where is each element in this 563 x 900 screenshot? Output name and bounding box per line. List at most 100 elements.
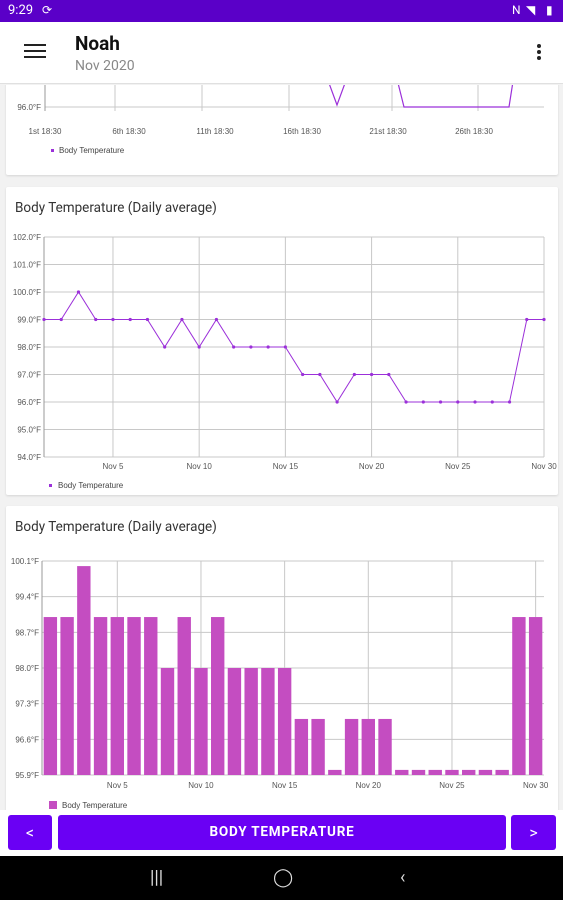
data-point: [283, 345, 287, 349]
battery-icon: ▮: [546, 3, 553, 17]
bar: [194, 668, 208, 775]
legend-label: Body Temperature: [58, 481, 124, 490]
bar: [328, 769, 342, 775]
x-tick-label: Nov 10: [188, 781, 214, 790]
chart-card-daily-line: Body Temperature (Daily average) 102.0°F…: [6, 187, 558, 495]
x-tick-label: Nov 30: [531, 462, 557, 471]
bar: [344, 718, 359, 775]
daily-average-line-chart: 102.0°F 101.0°F 100.0°F 99.0°F 98.0°F 97.0°F 9…: [13, 233, 557, 490]
raw-temperature-chart: 96.0°F 1st 18:30 6th 18:30 11th 18:30 16th 1…: [17, 85, 544, 155]
data-point: [490, 400, 494, 404]
x-tick-label: Nov 15: [273, 462, 299, 471]
data-point: [438, 400, 443, 404]
bar: [227, 668, 242, 775]
measurement-type-button[interactable]: BODY TEMPERATURE: [58, 815, 506, 850]
y-tick-label: 100.0°F: [13, 288, 41, 297]
bar: [244, 668, 258, 775]
data-point: [145, 317, 150, 322]
bar: [361, 718, 375, 775]
next-button[interactable]: >: [511, 815, 556, 850]
status-time: 9:29: [8, 3, 34, 18]
bar: [144, 617, 158, 775]
data-point: [266, 345, 270, 349]
data-point: [542, 317, 546, 322]
data-point: [301, 372, 305, 377]
bar: [177, 617, 191, 775]
legend-swatch: [49, 801, 57, 809]
data-point: [421, 400, 425, 404]
x-tick-label: 6th 18:30: [112, 127, 146, 136]
y-tick-label: 94.0°F: [17, 453, 41, 462]
x-tick-label: Nov 10: [186, 462, 212, 471]
data-point: [525, 317, 529, 322]
x-tick-label: Nov 20: [356, 781, 382, 790]
data-point: [76, 290, 81, 294]
home-icon[interactable]: ◯: [273, 867, 294, 888]
data-point: [507, 400, 512, 404]
chart-scroll-area[interactable]: 96.0°F 1st 18:30 6th 18:30 11th 18:30 16th 1…: [0, 85, 563, 810]
bar-chart-title: Body Temperature (Daily average): [15, 519, 217, 535]
data-point: [128, 317, 132, 322]
chart-card-raw: 96.0°F 1st 18:30 6th 18:30 11th 18:30 16th 1…: [6, 85, 558, 175]
more-vert-icon[interactable]: [535, 44, 543, 64]
daily-average-bar-chart: 100.1°F 99.4°F 98.7°F 98.0°F 97.3°F 96.6°F 95.…: [11, 557, 549, 810]
hamburger-icon[interactable]: [24, 44, 46, 62]
data-point: [163, 345, 167, 349]
data-point: [42, 317, 46, 322]
bar: [462, 769, 476, 775]
status-bar: 9:29 ⟳ N ◥ ▮: [0, 0, 563, 22]
series-line: [397, 85, 514, 108]
y-tick-label: 101.0°F: [13, 261, 41, 270]
data-point: [59, 317, 63, 322]
recents-icon[interactable]: |||: [150, 867, 164, 888]
x-tick-label: 21st 18:30: [369, 127, 407, 136]
x-tick-label: Nov 20: [359, 462, 385, 471]
page-title: Noah: [75, 32, 120, 55]
bar: [127, 617, 141, 775]
bar: [495, 769, 509, 775]
data-point: [456, 400, 460, 404]
x-tick-label: Nov 25: [439, 781, 465, 790]
previous-button[interactable]: <: [8, 815, 52, 850]
bar: [261, 668, 275, 775]
data-point: [180, 317, 184, 322]
bar: [528, 617, 543, 775]
x-tick-label: 16th 18:30: [283, 127, 321, 136]
bar: [277, 668, 292, 775]
page-subtitle: Nov 2020: [75, 58, 135, 74]
wifi-icon: ◥: [526, 3, 536, 17]
y-tick-label: 97.3°F: [15, 700, 39, 709]
bar: [93, 617, 108, 775]
data-point: [352, 372, 356, 377]
x-tick-label: Nov 30: [523, 781, 549, 790]
x-tick-label: 1st 18:30: [29, 127, 62, 136]
x-tick-label: Nov 25: [445, 462, 471, 471]
y-tick-label: 96.0°F: [17, 103, 41, 112]
back-icon[interactable]: ‹: [400, 867, 406, 888]
y-tick-label: 102.0°F: [13, 233, 41, 242]
data-point: [318, 372, 322, 377]
bar: [428, 769, 442, 775]
data-point: [197, 345, 201, 349]
line-chart-title: Body Temperature (Daily average): [15, 200, 217, 216]
x-tick-label: 11th 18:30: [196, 127, 234, 136]
data-point: [369, 372, 374, 377]
data-point: [111, 317, 115, 322]
legend-swatch: [51, 149, 54, 152]
data-point: [473, 400, 477, 404]
y-tick-label: 98.0°F: [15, 664, 39, 673]
data-point: [404, 400, 408, 404]
legend-label: Body Temperature: [62, 801, 128, 810]
legend-swatch: [49, 484, 52, 487]
sync-icon: ⟳: [42, 3, 53, 17]
bar: [478, 769, 493, 775]
bar: [43, 617, 58, 775]
y-tick-label: 98.7°F: [15, 628, 39, 637]
series-line: [329, 85, 345, 107]
y-tick-label: 95.0°F: [17, 426, 41, 435]
bar: [211, 617, 225, 775]
series-line: [44, 291, 544, 403]
bar: [77, 566, 91, 775]
app-bar: Noah Nov 2020: [0, 22, 563, 84]
bar: [445, 769, 459, 775]
